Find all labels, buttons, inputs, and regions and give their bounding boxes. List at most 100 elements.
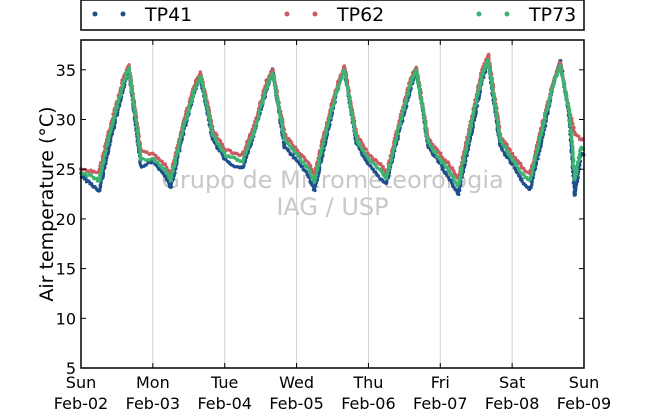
data-point [147, 158, 151, 162]
data-point [253, 125, 257, 130]
data-point [187, 104, 191, 109]
data-point [349, 106, 353, 110]
data-point [565, 99, 569, 104]
data-point [102, 157, 106, 161]
x-tick-day-label: Sun [569, 373, 599, 392]
data-point [342, 68, 346, 72]
data-point [135, 129, 139, 134]
data-point [530, 183, 534, 187]
data-point [486, 57, 490, 62]
data-point [541, 127, 545, 131]
data-point [307, 166, 311, 170]
data-point [198, 70, 203, 74]
data-point [500, 148, 504, 152]
x-tick-day-label: Tue [210, 373, 238, 392]
data-point [537, 143, 541, 147]
x-tick-day-label: Sun [66, 373, 96, 392]
data-point [352, 126, 357, 130]
data-point [313, 180, 317, 184]
data-point [277, 109, 281, 113]
data-point [156, 160, 160, 165]
x-tick-date-label: Feb-03 [126, 394, 180, 409]
data-point [451, 176, 456, 180]
data-point [352, 121, 356, 125]
data-point [279, 117, 283, 121]
data-point [127, 66, 131, 70]
data-point [300, 164, 304, 169]
data-point [504, 145, 508, 150]
data-point [462, 156, 466, 160]
data-point [301, 160, 305, 165]
data-point [448, 169, 452, 174]
data-point [246, 147, 250, 151]
data-point [460, 170, 464, 174]
data-point [386, 169, 391, 173]
data-point [95, 176, 99, 181]
data-point [242, 164, 246, 168]
data-point [271, 73, 275, 77]
legend-label: TP41 [144, 4, 192, 26]
y-tick-label: 20 [56, 210, 76, 229]
data-point [314, 176, 318, 180]
data-point [418, 92, 423, 96]
data-point [542, 121, 547, 125]
data-point [174, 167, 178, 171]
data-point [364, 147, 369, 152]
data-point [338, 81, 342, 85]
data-point [256, 113, 261, 117]
data-point [109, 128, 113, 132]
data-point [135, 124, 139, 129]
data-point [450, 166, 455, 170]
data-point [439, 151, 443, 155]
data-point [340, 76, 344, 80]
data-point [441, 166, 445, 171]
data-point [552, 80, 556, 84]
data-point [115, 104, 120, 108]
data-point [129, 87, 133, 91]
x-tick-date-label: Feb-05 [269, 394, 323, 409]
data-point [348, 97, 352, 102]
data-point [400, 115, 404, 119]
data-point [180, 131, 184, 135]
data-point [347, 94, 352, 98]
data-point [425, 137, 430, 141]
data-point [466, 137, 471, 141]
data-point [398, 121, 402, 125]
x-tick-date-label: Feb-07 [413, 394, 467, 409]
data-point [289, 141, 294, 145]
data-point [326, 120, 331, 125]
data-point [395, 135, 399, 140]
data-point [548, 96, 553, 100]
data-point [213, 135, 217, 139]
data-point [576, 175, 580, 179]
data-point [574, 172, 579, 176]
data-point [280, 123, 284, 127]
data-point [494, 108, 498, 112]
data-point [274, 92, 278, 96]
data-point [256, 118, 260, 122]
data-point [555, 72, 560, 77]
legend-marker [504, 11, 510, 17]
x-tick-date-label: Feb-02 [54, 394, 108, 409]
x-tick-day-label: Fri [431, 373, 450, 392]
data-point [474, 99, 479, 103]
data-point [549, 88, 554, 93]
data-point [282, 136, 286, 141]
data-point [494, 116, 499, 121]
data-point [209, 122, 213, 127]
data-point [518, 174, 522, 179]
watermark-line: IAG / USP [276, 193, 388, 221]
data-point [100, 169, 104, 173]
data-point [160, 160, 165, 164]
data-point [242, 155, 246, 160]
data-point [254, 122, 259, 127]
data-point [261, 98, 266, 102]
data-point [344, 81, 348, 86]
data-point [281, 128, 285, 132]
data-point [417, 82, 421, 87]
data-point [194, 84, 198, 89]
x-tick-day-label: Wed [279, 373, 314, 392]
data-point [316, 167, 320, 171]
x-tick-date-label: Feb-08 [485, 394, 539, 409]
